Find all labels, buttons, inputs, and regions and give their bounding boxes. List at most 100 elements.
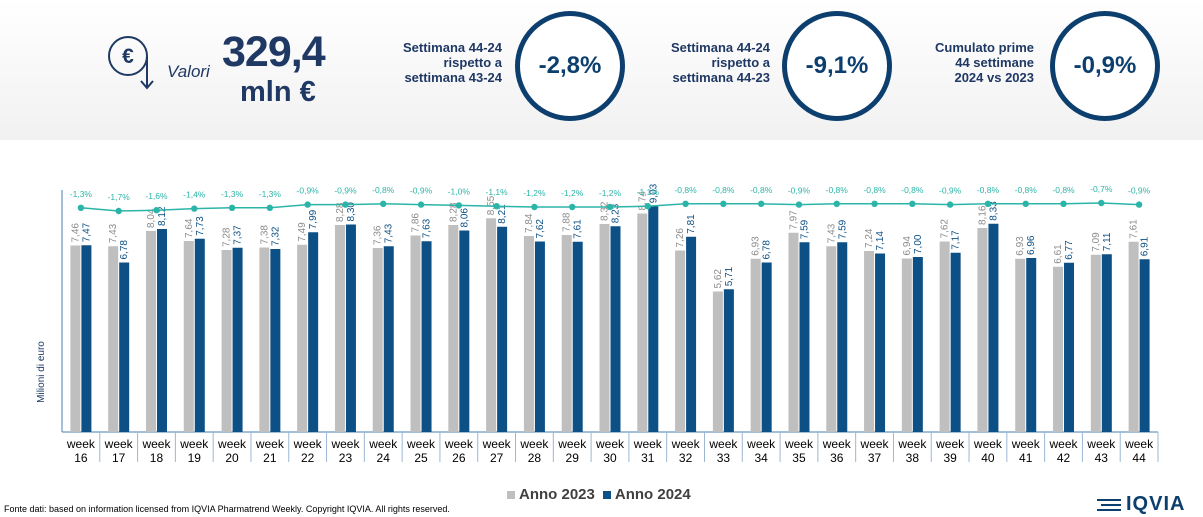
kpi-3-line-2: 44 settimane	[955, 55, 1034, 70]
bar-label-2024: 8,23	[611, 203, 622, 223]
bar-label-2023: 8,32	[600, 201, 611, 221]
percent-change-label: -0,9%	[410, 186, 433, 196]
x-tick-label-word: week	[860, 437, 890, 451]
bar-2023	[712, 291, 723, 432]
bar-2023	[259, 247, 270, 432]
x-tick-label-number: 42	[1057, 451, 1071, 465]
bar-label-2024: 8,21	[497, 204, 508, 224]
x-tick-label-number: 16	[74, 451, 88, 465]
bar-label-2024: 8,30	[346, 202, 357, 222]
bar-2023	[788, 232, 799, 432]
x-tick-label-number: 30	[603, 451, 617, 465]
bar-label-2023: 7,88	[562, 212, 573, 232]
bar-2024	[119, 262, 130, 432]
bar-2023	[372, 248, 383, 432]
bar-2024	[723, 289, 734, 432]
valori-unit: mln €	[240, 76, 316, 108]
percent-change-label: -0,8%	[372, 185, 395, 195]
source-note: Fonte dati: based on information license…	[4, 504, 450, 514]
percent-change-label: -0,9%	[334, 186, 357, 196]
bar-2023	[523, 236, 534, 432]
x-tick-label-number: 31	[641, 451, 655, 465]
chart-legend: Anno 2023 Anno 2024	[507, 486, 699, 503]
percent-change-label: -1,4%	[183, 190, 206, 200]
x-tick-label-word: week	[708, 437, 738, 451]
bar-label-2024: 7,37	[233, 225, 244, 245]
bar-label-2023: 7,43	[826, 223, 837, 243]
percent-change-point	[153, 207, 160, 214]
percent-change-point	[682, 200, 689, 207]
percent-change-label: -0,8%	[1015, 185, 1038, 195]
bar-2023	[750, 258, 761, 432]
x-tick-label-number: 22	[301, 451, 315, 465]
bar-2024	[572, 241, 583, 432]
bar-label-2024: 9,03	[648, 183, 659, 203]
bar-label-2024: 8,33	[988, 201, 999, 221]
bar-2024	[799, 242, 810, 432]
bar-2024	[345, 224, 356, 432]
bar-2024	[686, 236, 697, 432]
bar-label-2024: 7,81	[686, 214, 697, 234]
percent-change-point	[380, 200, 387, 207]
bar-2023	[221, 250, 232, 432]
kpi-2-line-1: Settimana 44-24	[671, 40, 770, 55]
percent-change-label: -1,2%	[599, 188, 622, 198]
bar-2024	[459, 230, 470, 432]
percent-change-label: -1,1%	[637, 187, 660, 197]
x-tick-label-word: week	[104, 437, 134, 451]
bar-label-2023: 7,43	[108, 223, 119, 243]
bar-label-2023: 7,62	[940, 219, 951, 239]
kpi-3-line-3: 2024 vs 2023	[954, 70, 1034, 85]
bar-2023	[108, 246, 119, 432]
svg-text:€: €	[122, 45, 134, 68]
percent-change-point	[1098, 199, 1105, 207]
bar-2024	[383, 246, 394, 432]
bar-label-2024: 7,62	[535, 219, 546, 239]
bar-label-2023: 8,28	[335, 202, 346, 222]
x-tick-label-number: 21	[263, 451, 277, 465]
percent-change-point	[304, 201, 311, 208]
percent-change-label: -0,8%	[1052, 185, 1075, 195]
bar-label-2024: 5,71	[724, 266, 735, 286]
bar-label-2024: 6,78	[762, 240, 773, 260]
bar-label-2024: 7,63	[422, 218, 433, 238]
x-tick-label-word: week	[406, 437, 436, 451]
bar-label-2024: 7,14	[875, 231, 886, 251]
percent-change-label: -1,0%	[448, 186, 471, 196]
bar-2024	[1026, 258, 1037, 432]
x-tick-label-number: 32	[679, 451, 693, 465]
percent-change-label: -1,6%	[145, 191, 168, 201]
percent-change-label: -1,3%	[70, 189, 93, 199]
bar-label-2023: 7,26	[675, 228, 686, 248]
percent-change-label: -0,8%	[826, 185, 849, 195]
kpi-1-line-2: rispetto a	[443, 55, 502, 70]
percent-change-label: -1,3%	[221, 189, 244, 199]
percent-change-point	[455, 202, 463, 209]
bar-2024	[232, 247, 243, 432]
x-tick-label-word: week	[1086, 437, 1116, 451]
kpi-1-line-3: settimana 43-24	[404, 70, 502, 85]
kpi-2-line-2: rispetto a	[711, 55, 770, 70]
bar-2024	[875, 253, 886, 432]
percent-change-point	[191, 205, 198, 212]
bar-label-2024: 7,47	[81, 222, 92, 242]
bar-label-2023: 8,74	[637, 191, 648, 211]
x-tick-label-word: week	[746, 437, 776, 451]
kpi-1-circle: -2,8%	[515, 11, 625, 121]
bar-label-2023: 7,46	[70, 223, 81, 243]
percent-change-point	[984, 200, 992, 207]
x-tick-label-number: 40	[981, 451, 995, 465]
x-tick-label-number: 37	[868, 451, 882, 465]
percent-change-label: -0,8%	[674, 185, 697, 195]
bar-2023	[1090, 254, 1101, 432]
percent-change-label: -0,9%	[939, 186, 962, 196]
bar-label-2023: 7,84	[524, 213, 535, 233]
x-tick-label-number: 27	[490, 451, 504, 465]
bar-label-2024: 7,73	[195, 216, 206, 236]
bar-2024	[761, 262, 772, 432]
bar-2024	[837, 242, 848, 432]
x-tick-label-word: week	[784, 437, 814, 451]
bar-label-2023: 7,86	[411, 213, 422, 233]
legend-item-2024: Anno 2024	[602, 486, 691, 503]
bar-label-2023: 8,55	[486, 195, 497, 215]
